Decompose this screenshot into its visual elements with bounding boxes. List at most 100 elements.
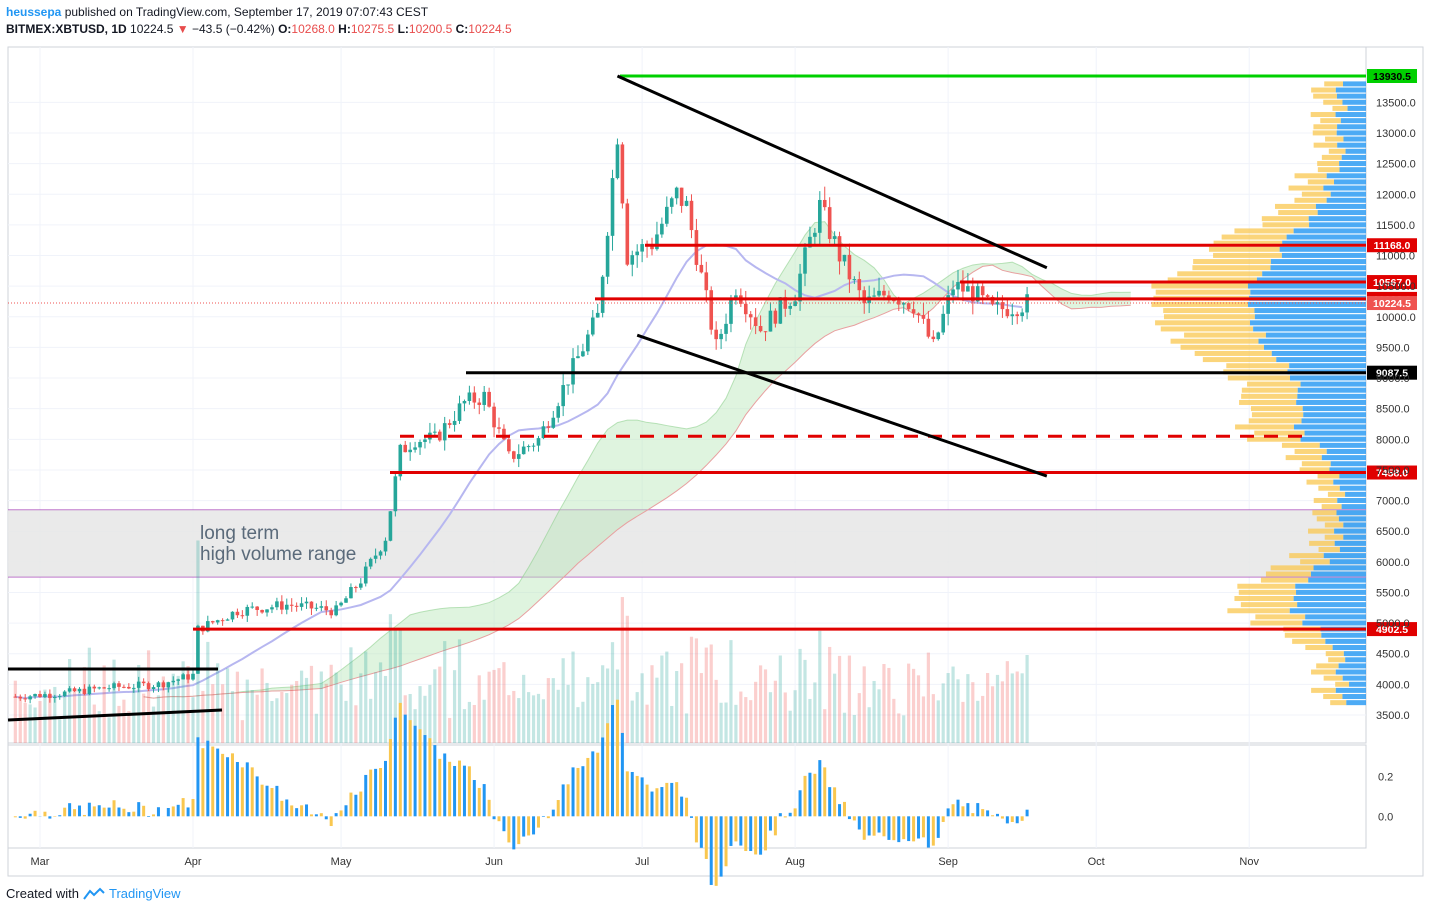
volume-bar <box>995 674 1000 743</box>
volume-bar <box>828 646 832 743</box>
candle-body <box>669 198 674 207</box>
profile-bar-sell <box>1328 148 1346 154</box>
publish-info: heussepa published on TradingView.com, S… <box>6 5 428 19</box>
profile-bar-sell <box>1317 161 1340 167</box>
profile-bar-sell <box>1301 461 1331 467</box>
candle-body <box>961 282 965 292</box>
oscillator-bar <box>749 816 753 852</box>
candle-body <box>773 310 778 324</box>
oscillator-bar <box>783 816 787 818</box>
volume-bar <box>842 712 847 743</box>
month-tick-label: Sep <box>938 856 958 868</box>
profile-bar-sell <box>1324 522 1344 528</box>
oscillator-bar <box>156 807 160 817</box>
profile-bar-sell <box>1309 540 1335 546</box>
oscillator-bar <box>729 816 733 846</box>
profile-bar-sell <box>1250 620 1303 626</box>
profile-bar-sell <box>1260 577 1309 583</box>
candle-body <box>704 272 709 291</box>
oscillator-bar <box>369 769 373 817</box>
volume-bar <box>709 644 713 743</box>
oscillator-bar <box>186 807 190 817</box>
candle-body <box>452 420 457 425</box>
profile-bar-buy <box>1271 350 1366 356</box>
volume-bar <box>926 652 930 743</box>
oscillator-bar <box>689 816 693 818</box>
candle-body <box>635 251 639 256</box>
time-axis[interactable]: Mar Apr May Jun Jul Aug Sep Oct Nov <box>31 856 1260 868</box>
profile-bar-sell <box>1270 565 1314 571</box>
oscillator-bar <box>324 816 328 820</box>
oscillator-bar <box>206 740 210 817</box>
candle-body <box>265 609 269 613</box>
volume-bar <box>541 699 546 743</box>
tradingview-logo-icon[interactable] <box>83 887 105 901</box>
candle-body <box>966 286 970 292</box>
profile-bar-buy <box>1317 210 1366 216</box>
volume-bar <box>290 684 294 743</box>
oscillator-bar <box>862 816 866 840</box>
annotation-line-2: high volume range <box>200 544 356 565</box>
volume-bar <box>354 705 358 743</box>
volume-bar <box>882 664 886 743</box>
candle-body <box>892 300 896 302</box>
oscillator-bar <box>744 816 748 852</box>
candle-body <box>1020 312 1024 317</box>
candle-body <box>1010 314 1015 317</box>
candle-body <box>92 686 97 689</box>
candlesticks <box>13 138 1029 704</box>
month-tick-label: May <box>331 856 352 868</box>
oscillator-bar <box>606 723 610 817</box>
profile-bar-buy <box>1250 289 1366 295</box>
profile-bar-buy <box>1313 565 1366 571</box>
open-label: O: <box>278 22 292 36</box>
oscillator-bar <box>438 758 442 817</box>
oscillator-bar <box>507 816 511 843</box>
profile-bar-buy <box>1263 344 1366 350</box>
oscillator-bar <box>541 816 545 817</box>
volume-bar <box>586 677 590 743</box>
profile-bar-buy <box>1326 448 1366 454</box>
price-tag-label: 7458.0 <box>1376 468 1408 480</box>
price-tag-9087.5 <box>1367 365 1417 380</box>
volume-bar <box>181 661 185 743</box>
volume-bar <box>457 639 462 743</box>
profile-bar-sell <box>1251 412 1304 418</box>
profile-bar-sell <box>1192 265 1271 271</box>
profile-bar-buy <box>1276 357 1366 363</box>
oscillator-bar <box>383 760 387 817</box>
volume-bar <box>536 693 541 743</box>
volume-bar <box>398 630 402 743</box>
profile-bar-buy <box>1310 571 1366 577</box>
oscillator-bar <box>33 810 37 817</box>
candle-body <box>640 244 644 252</box>
oscillator-bar <box>260 784 264 817</box>
oscillator-tick: 0.0 <box>1378 811 1393 823</box>
oscillator-bar <box>857 816 861 830</box>
volume-bar <box>191 697 195 743</box>
candle-body <box>284 604 289 610</box>
candle-body <box>191 673 195 680</box>
oscillator-bar <box>443 753 447 817</box>
candle-body <box>956 282 960 290</box>
month-tick-label: Nov <box>1239 856 1259 868</box>
oscillator-bar <box>117 807 121 817</box>
candle-body <box>289 604 294 606</box>
author-link[interactable]: heussepa <box>6 5 62 19</box>
price-axis[interactable]: 3500.0 4000.0 4500.0 5000.0 5500.0 6000.0 6500… <box>1376 97 1416 722</box>
oscillator-bar <box>290 805 294 817</box>
profile-bar-sell <box>1285 455 1322 461</box>
candle-body <box>852 279 857 281</box>
price-tick-label: 8500.0 <box>1376 404 1410 416</box>
oscillator-bar <box>13 816 17 818</box>
profile-bar-sell <box>1321 504 1342 510</box>
volume-bar <box>971 682 975 743</box>
profile-bar-buy <box>1346 700 1366 706</box>
candle-body <box>186 674 190 680</box>
brand-link[interactable]: TradingView <box>108 886 181 901</box>
oscillator-bar <box>201 748 205 817</box>
oscillator-bar <box>591 751 595 817</box>
price-tick-label: 10500.0 <box>1376 281 1416 293</box>
candle-body <box>827 207 832 239</box>
